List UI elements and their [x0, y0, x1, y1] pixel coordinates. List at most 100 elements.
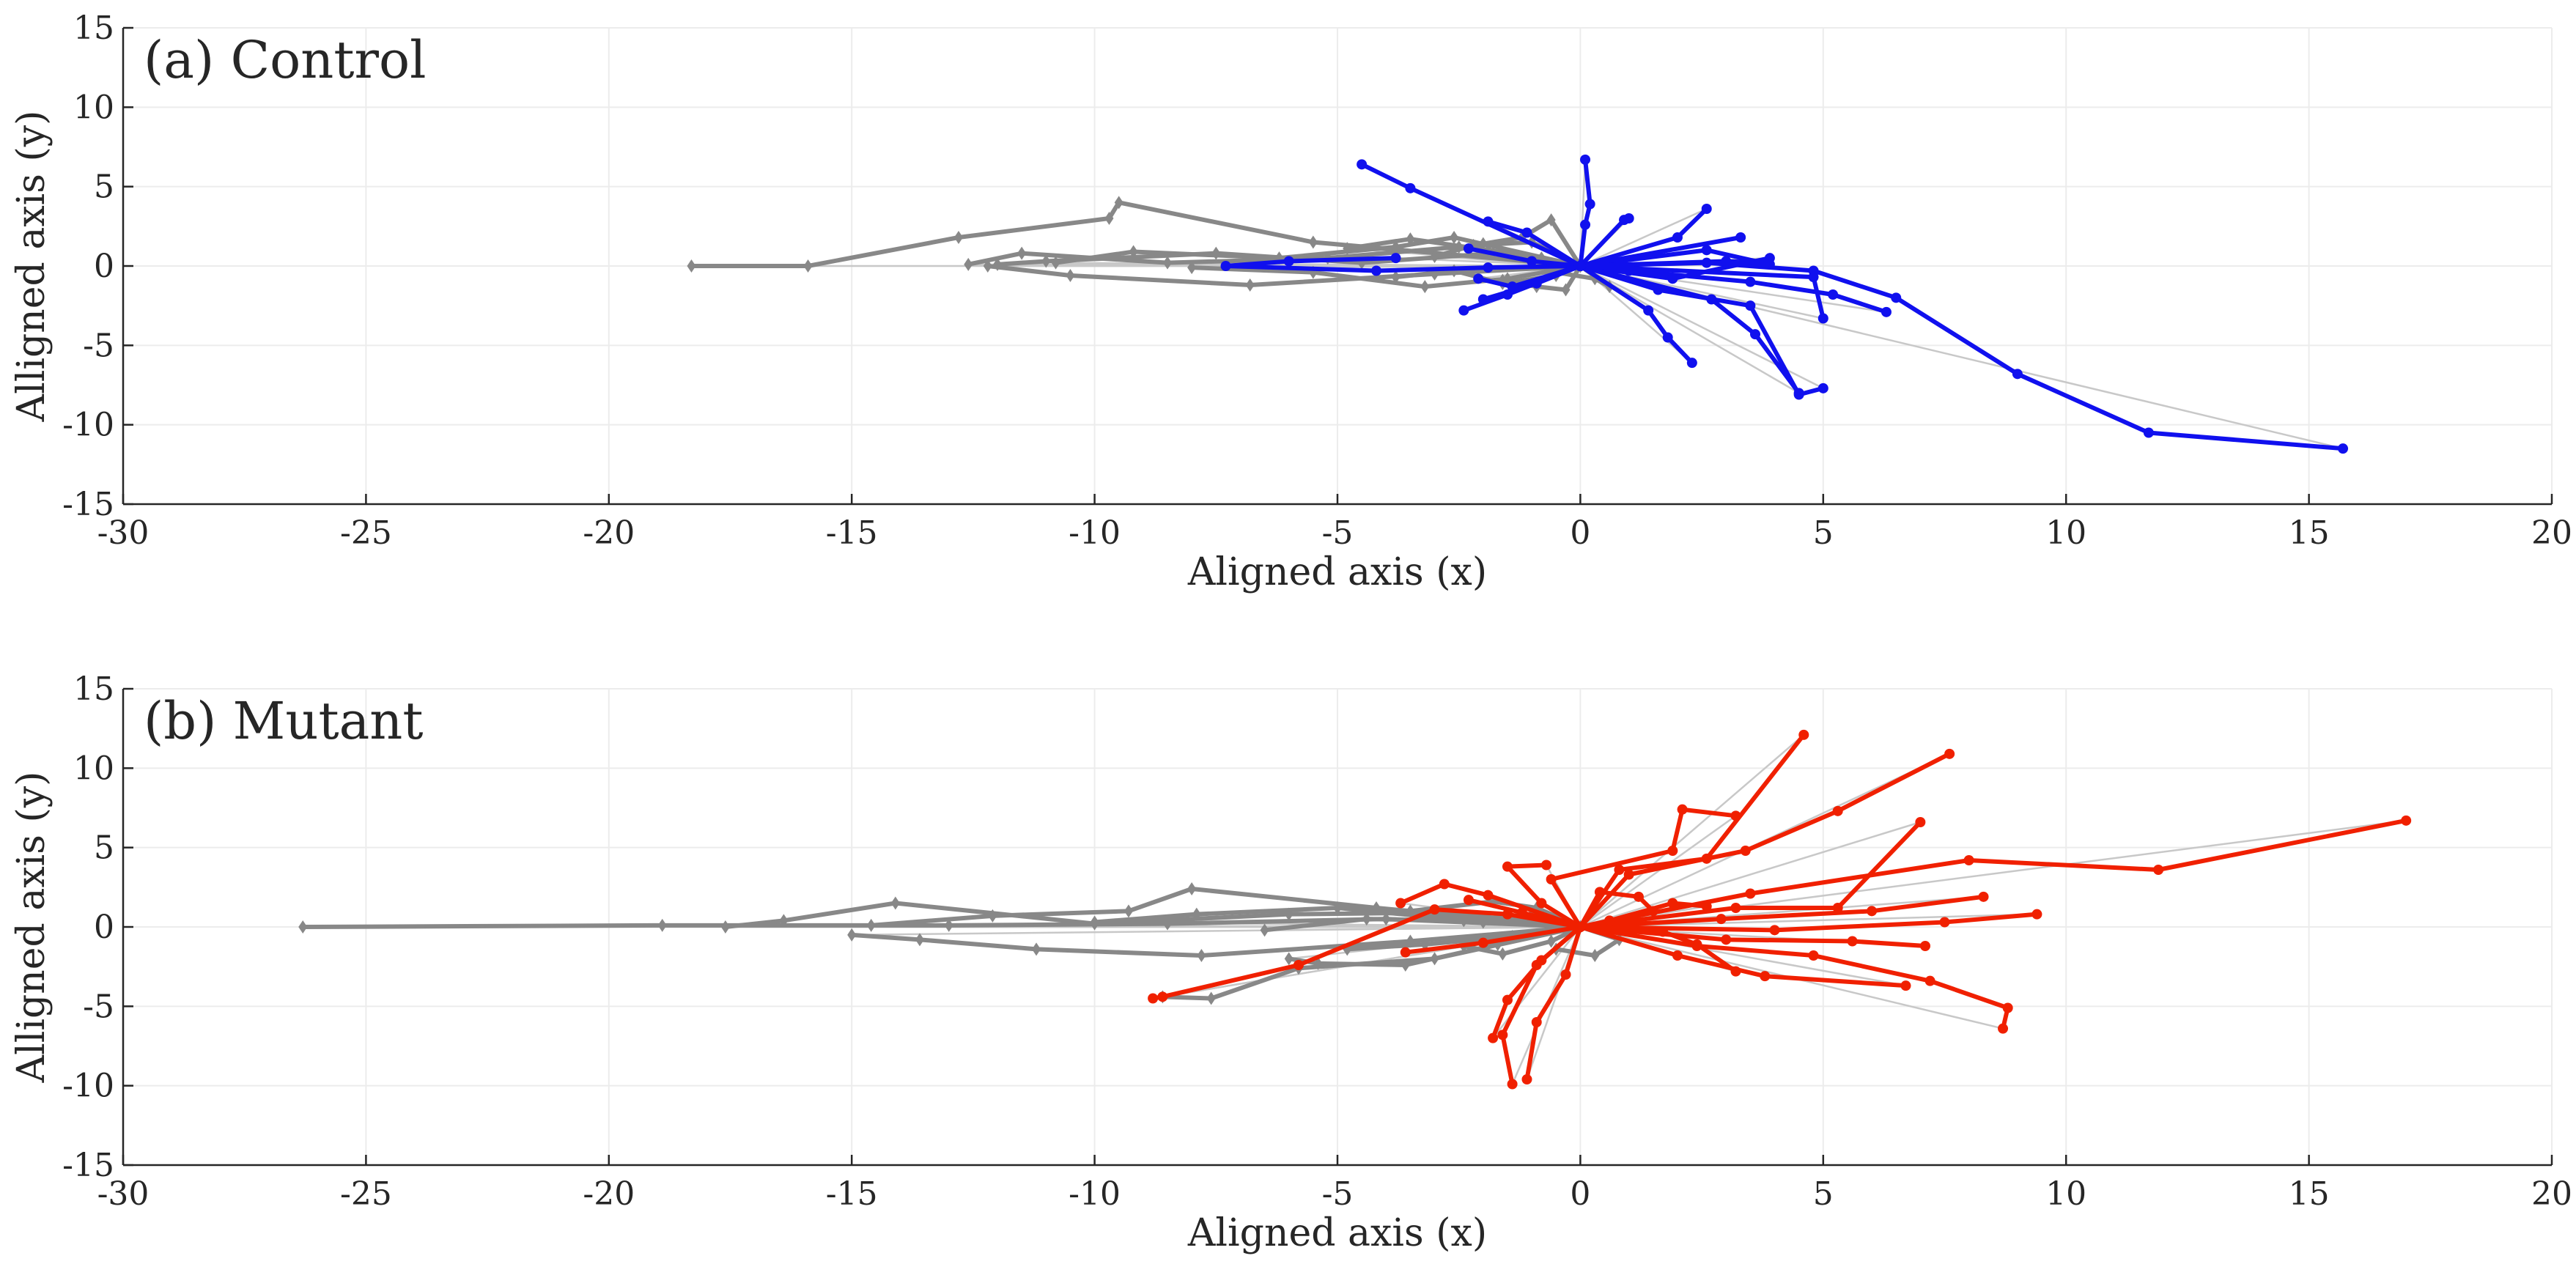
track-point	[1561, 283, 1571, 297]
track-point	[1477, 294, 1488, 305]
x-tick-label: -25	[340, 514, 392, 552]
track-point	[2337, 443, 2348, 454]
track-point	[1041, 254, 1051, 268]
track-line	[1505, 862, 1582, 929]
track-point	[1284, 952, 1293, 966]
track-point	[1672, 232, 1683, 243]
track-point	[1745, 276, 1756, 287]
track-point	[1017, 246, 1027, 260]
track-point	[1769, 925, 1780, 936]
track-line	[1578, 733, 1806, 928]
track-connector	[1580, 821, 1921, 928]
track-point	[1730, 966, 1741, 977]
track-point	[993, 257, 1003, 271]
track-point	[1730, 903, 1741, 913]
track-line	[1491, 925, 1582, 1039]
track-point	[1808, 950, 1819, 961]
control-ticks: -30 -25 -20 -15 -10 -5 0 5 10 15 20 -15 -10 -5 0 5 10 15	[62, 10, 2572, 552]
track-connector	[1579, 815, 1737, 928]
track-point	[1483, 262, 1494, 273]
track-point	[803, 259, 813, 273]
track-line	[851, 925, 1581, 958]
track-point	[1691, 939, 1702, 950]
track-point	[1536, 955, 1547, 966]
track-point	[1735, 232, 1746, 243]
track-point	[1580, 154, 1591, 165]
x-tick-label: 15	[2289, 1175, 2330, 1213]
track-point	[1828, 289, 1839, 300]
track-point	[1963, 855, 1974, 865]
track-point	[1066, 269, 1075, 282]
track-connector	[1579, 207, 1708, 267]
track-right-20	[1473, 261, 1586, 292]
track-point	[1643, 305, 1654, 316]
track-point	[1677, 804, 1688, 815]
track-point	[779, 914, 789, 928]
track-point	[988, 909, 997, 923]
track-point	[1978, 891, 1989, 902]
track-point	[1760, 971, 1771, 982]
track-point	[1129, 245, 1138, 259]
track-point	[1667, 846, 1678, 856]
track-line	[1524, 926, 1583, 1080]
track-point	[1260, 923, 1269, 937]
track-point	[1488, 1032, 1499, 1043]
track-point	[1793, 388, 1804, 399]
mutant-panel-label: (b) Mutant	[144, 691, 424, 751]
control-panel: -30 -25 -20 -15 -10 -5 0 5 10 15 20-15-10-5051015 …	[10, 10, 2572, 594]
x-tick-label: -20	[583, 1175, 635, 1213]
track-point	[1881, 306, 1892, 317]
x-tick-label: 20	[2531, 514, 2572, 552]
control-x-axis-title: Aligned axis (x)	[1187, 550, 1487, 594]
track-point	[1502, 861, 1513, 872]
track-point	[1944, 748, 1955, 759]
x-tick-label: -15	[826, 514, 878, 552]
track-point	[1745, 300, 1756, 311]
x-tick-label: -30	[97, 1175, 150, 1213]
track-point	[1662, 332, 1673, 343]
track-point	[1745, 888, 1756, 899]
track-point	[1590, 949, 1600, 962]
track-point	[1667, 273, 1678, 284]
track-line	[1399, 882, 1582, 929]
track-point	[1560, 969, 1571, 980]
track-point	[1148, 993, 1159, 1004]
x-tick-label: -30	[97, 514, 150, 552]
track-point	[1575, 261, 1586, 271]
track-left-1	[687, 196, 1585, 273]
track-point	[1701, 901, 1712, 912]
track-point	[1390, 253, 1401, 264]
track-point	[1584, 199, 1595, 210]
track-point	[1647, 906, 1658, 917]
track-point	[1516, 907, 1527, 918]
track-point	[1362, 912, 1371, 926]
track-point	[1458, 305, 1469, 316]
track-point	[1192, 907, 1201, 921]
track-point	[1546, 874, 1557, 884]
track-point	[1832, 903, 1843, 913]
track-point	[1163, 256, 1173, 270]
track-point	[1527, 256, 1538, 267]
track-point	[1580, 219, 1591, 230]
y-tick-label: 10	[73, 750, 114, 787]
track-point	[2153, 865, 2164, 875]
track-point	[1701, 204, 1712, 214]
track-point	[1406, 232, 1415, 246]
track-point	[1716, 914, 1727, 925]
y-tick-label: 0	[94, 909, 114, 946]
track-connector	[1264, 925, 1581, 931]
x-tick-label: 10	[2045, 514, 2086, 552]
track-point	[1760, 257, 1771, 268]
track-point	[1919, 941, 1930, 951]
track-point	[1498, 947, 1507, 961]
track-line	[1223, 256, 1581, 273]
track-point	[1721, 934, 1732, 945]
y-tick-label: -5	[83, 988, 114, 1025]
track-point	[1245, 278, 1255, 292]
x-tick-label: 0	[1570, 514, 1590, 552]
track-point	[2002, 1002, 2013, 1013]
track-point	[983, 259, 992, 273]
track-point	[2012, 369, 2023, 380]
track-point	[1343, 242, 1352, 256]
